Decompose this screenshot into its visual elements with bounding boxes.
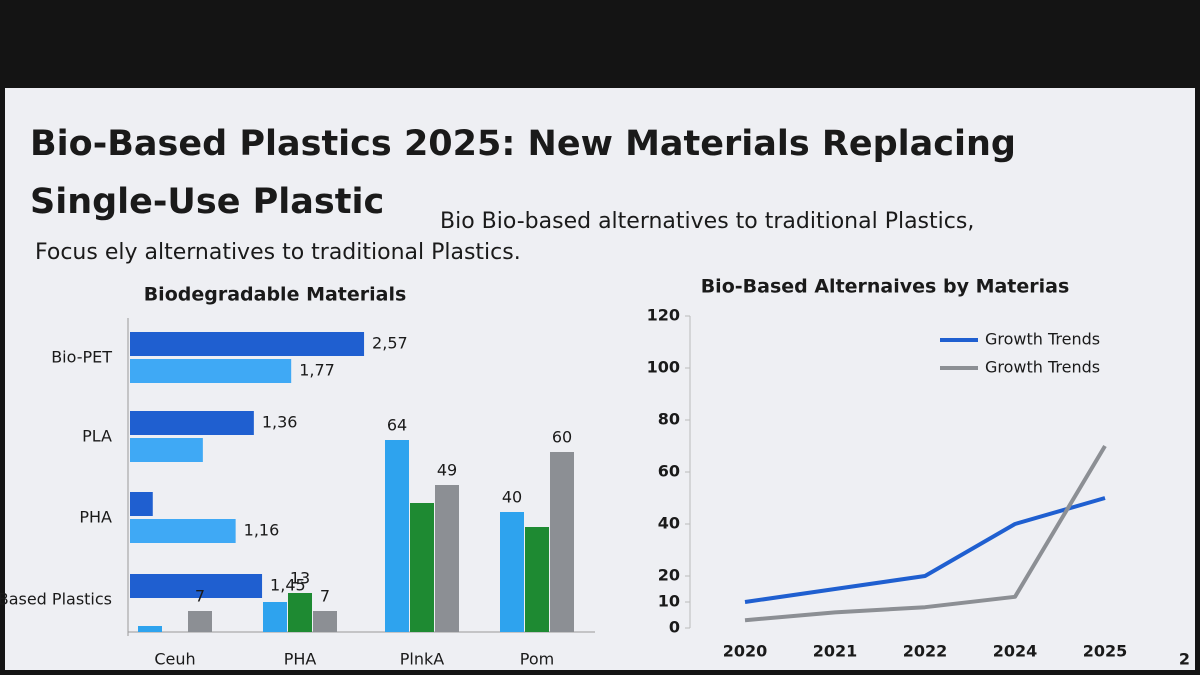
value-label: 7 [320,587,330,606]
page-number: 2 [1179,650,1190,669]
bar [385,440,409,632]
legend-label: Growth Trends [985,358,1100,377]
y-tick-label: 80 [658,410,680,429]
bar [130,332,365,356]
bar [313,611,337,632]
bar [130,359,292,383]
bar [410,503,434,632]
subtitle: Bio Bio-based alternatives to traditiona… [440,209,974,234]
y-tick-label: 40 [658,514,680,533]
bar [288,593,312,632]
bar [130,411,254,435]
value-label: 2,57 [372,334,408,353]
chart-title: Bio-Based Alternaives by Materias [701,276,1070,298]
value-label: 1,16 [244,521,280,540]
y-tick-label: 20 [658,566,680,585]
value-label: 64 [387,416,407,435]
category-label: PLA [82,427,112,446]
value-label: 1,77 [299,361,335,380]
x-tick-label: 2021 [813,642,858,661]
category-label: Starch-Based Plastics [0,590,112,609]
title: Bio-Based Plastics 2025: New Materials R… [30,124,1016,164]
value-label: 13 [290,569,310,588]
bar [130,574,263,598]
category-label: Ceuh [154,650,195,669]
bar [130,492,153,516]
line [744,444,1107,623]
x-tick-label: 2022 [903,642,948,661]
title: Single-Use Plastic [30,182,384,222]
bar [130,438,203,462]
value-label: 40 [502,488,522,507]
category-label: PHA [79,508,112,527]
value-label: 60 [552,428,572,447]
y-tick-label: 60 [658,462,680,481]
category-label: PHA [284,650,317,669]
y-tick-label: 120 [647,306,680,325]
x-tick-label: 2020 [723,642,768,661]
bar [138,626,162,632]
bar [500,512,524,632]
x-tick-label: 2024 [993,642,1038,661]
bar [130,519,236,543]
chart-title: Biodegradable Materials [144,284,407,306]
bar [550,452,574,632]
value-label: 7 [195,587,205,606]
bar [188,611,212,632]
y-tick-label: 0 [669,618,680,637]
bar [263,602,287,632]
line [744,496,1106,604]
bar [525,527,549,632]
value-label: 49 [437,461,457,480]
category-label: Bio-PET [51,348,112,367]
subtitle: Focus ely alternatives to traditional Pl… [35,240,521,265]
y-tick-label: 100 [647,358,680,377]
bar [435,485,459,632]
category-label: Pom [520,650,554,669]
value-label: 1,45 [270,576,306,595]
x-tick-label: 2025 [1083,642,1128,661]
category-label: PlnkA [400,650,445,669]
legend-label: Growth Trends [985,330,1100,349]
y-tick-label: 10 [658,592,680,611]
value-label: 1,36 [262,413,298,432]
